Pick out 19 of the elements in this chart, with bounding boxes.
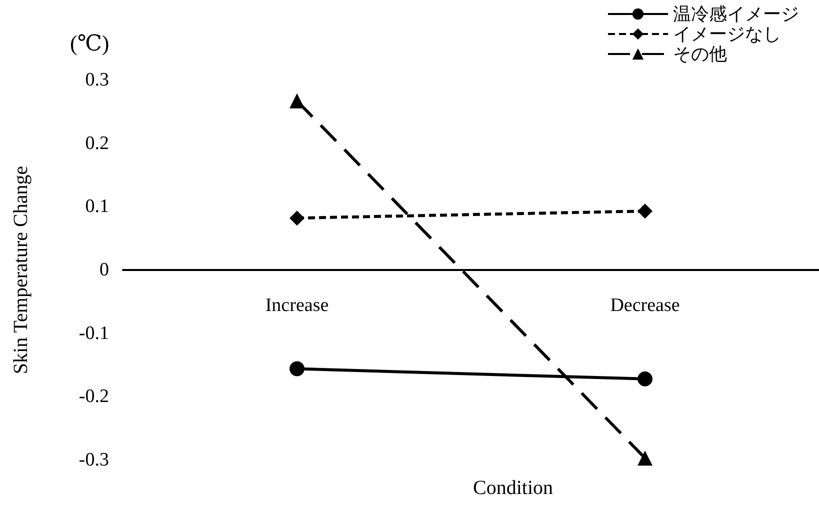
x-tick-label: Increase — [265, 295, 329, 316]
legend-label: 温冷感イメージ — [673, 4, 799, 24]
y-tick-label: -0.2 — [78, 386, 109, 408]
y-tick-label: 0.1 — [85, 196, 109, 218]
x-tick-label: Decrease — [610, 295, 680, 316]
legend-label: その他 — [673, 44, 727, 64]
text: (℃) — [70, 30, 110, 56]
point — [290, 210, 304, 226]
point — [638, 371, 652, 386]
point — [638, 204, 652, 219]
y-axis-title: Skin Temperature Change — [10, 166, 32, 374]
y-tick-label: 0.3 — [85, 70, 109, 90]
y-tick-label: 0.2 — [85, 132, 109, 154]
y-tick-label: -0.3 — [78, 450, 109, 470]
legend-label: イメージなし — [673, 24, 781, 44]
point — [290, 361, 304, 376]
y-tick-label: 0 — [100, 260, 109, 280]
x-axis-title: Condition — [472, 477, 554, 499]
y-tick-label: -0.1 — [78, 322, 109, 344]
